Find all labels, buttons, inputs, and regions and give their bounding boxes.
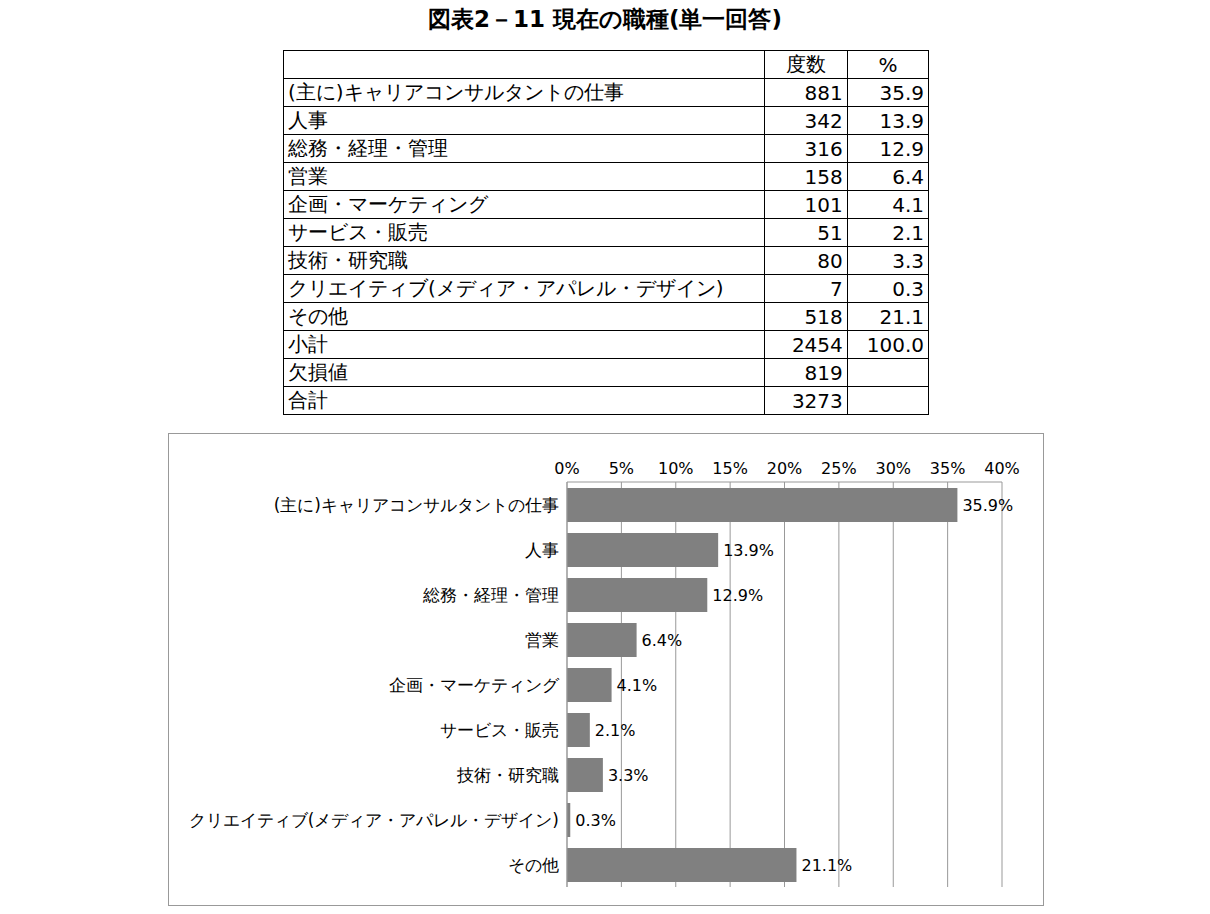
html-text:316: 316 xyxy=(804,136,843,161)
svg-text:15%: 15% xyxy=(712,459,748,478)
svg-text:40%: 40% xyxy=(984,459,1020,478)
html-text:100.0: 100.0 xyxy=(866,332,924,357)
html-text:人事: 人事 xyxy=(288,108,328,132)
html-text:101: 101 xyxy=(804,192,843,217)
svg-text:13.9%: 13.9% xyxy=(723,541,774,560)
html-text:0.3: 0.3 xyxy=(892,276,924,301)
html-text:2.1: 2.1 xyxy=(892,220,924,245)
html-text:3273: 3273 xyxy=(791,388,843,413)
html-text:営業: 営業 xyxy=(288,164,328,188)
html-text:小計: 小計 xyxy=(288,332,328,356)
html-text:80: 80 xyxy=(817,248,843,273)
svg-text:0.3%: 0.3% xyxy=(575,811,616,830)
html-text:度数: 度数 xyxy=(785,52,826,76)
svg-text:0%: 0% xyxy=(554,459,579,478)
svg-text:総務・経理・管理: 総務・経理・管理 xyxy=(422,585,559,605)
svg-text:30%: 30% xyxy=(875,459,911,478)
svg-text:クリエイティブ(メディア・アパレル・デザイン): クリエイティブ(メディア・アパレル・デザイン) xyxy=(189,810,559,830)
html-text:881: 881 xyxy=(804,80,843,105)
html-text:欠損値: 欠損値 xyxy=(288,360,348,384)
html-text:技術・研究職: 技術・研究職 xyxy=(288,248,408,272)
svg-text:25%: 25% xyxy=(821,459,857,478)
svg-text:(主に)キャリアコンサルタントの仕事: (主に)キャリアコンサルタントの仕事 xyxy=(274,495,559,515)
html-text:その他: その他 xyxy=(288,304,348,328)
html-text:35.9: 35.9 xyxy=(879,80,924,105)
svg-text:サービス・販売: サービス・販売 xyxy=(440,720,559,740)
svg-text:20%: 20% xyxy=(767,459,803,478)
html-text:合計: 合計 xyxy=(288,388,328,412)
html-text:総務・経理・管理: 総務・経理・管理 xyxy=(288,136,448,160)
html-text:13.9: 13.9 xyxy=(879,108,924,133)
svg-text:営業: 営業 xyxy=(525,630,559,650)
html-text:21.1: 21.1 xyxy=(879,304,924,329)
svg-text:12.9%: 12.9% xyxy=(712,586,763,605)
svg-text:10%: 10% xyxy=(658,459,694,478)
svg-text:技術・研究職: 技術・研究職 xyxy=(456,765,559,785)
html-text:クリエイティブ(メディア・アパレル・デザイン): クリエイティブ(メディア・アパレル・デザイン) xyxy=(288,276,724,300)
svg-text:人事: 人事 xyxy=(525,540,559,560)
svg-text:35.9%: 35.9% xyxy=(962,496,1013,515)
svg-text:3.3%: 3.3% xyxy=(608,766,649,785)
html-text:(主に)キャリアコンサルタントの仕事: (主に)キャリアコンサルタントの仕事 xyxy=(288,80,624,104)
html-text:819: 819 xyxy=(804,360,843,385)
svg-text:6.4%: 6.4% xyxy=(642,631,683,650)
html-text:7: 7 xyxy=(830,276,843,301)
html-text:51: 51 xyxy=(817,220,843,245)
html-text:2454: 2454 xyxy=(791,332,843,357)
html-text:図表2－11 現在の職種(単一回答): 図表2－11 現在の職種(単一回答) xyxy=(428,6,782,32)
svg-text:2.1%: 2.1% xyxy=(595,721,636,740)
html-text:4.1: 4.1 xyxy=(892,192,924,217)
html-text:サービス・販売: サービス・販売 xyxy=(288,220,428,244)
svg-text:21.1%: 21.1% xyxy=(801,856,852,875)
svg-text:5%: 5% xyxy=(609,459,634,478)
html-text:3.3: 3.3 xyxy=(892,248,924,273)
svg-text:35%: 35% xyxy=(930,459,966,478)
svg-text:企画・マーケティング: 企画・マーケティング xyxy=(389,675,560,695)
svg-text:その他: その他 xyxy=(508,855,559,875)
html-text:342: 342 xyxy=(804,108,843,133)
html-text:6.4: 6.4 xyxy=(892,164,924,189)
html-text:12.9: 12.9 xyxy=(879,136,924,161)
html-text:企画・マーケティング: 企画・マーケティング xyxy=(288,192,488,216)
svg-text:4.1%: 4.1% xyxy=(617,676,658,695)
html-text:158: 158 xyxy=(804,164,843,189)
html-text:518: 518 xyxy=(804,304,843,329)
